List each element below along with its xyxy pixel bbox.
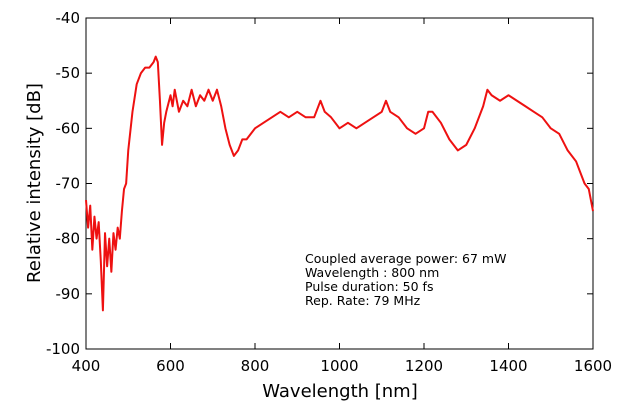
annotation: Pulse duration: 50 fs (305, 279, 433, 294)
y-tick-label: -60 (56, 119, 81, 137)
y-tick-label: -100 (46, 340, 80, 358)
y-tick-label: -50 (56, 64, 81, 82)
y-tick-label: -90 (56, 285, 81, 303)
x-tick-label: 400 (72, 357, 101, 375)
y-tick-label: -40 (56, 9, 81, 27)
x-tick-label: 1200 (405, 357, 443, 375)
annotation: Wavelength : 800 nm (305, 265, 439, 280)
x-tick-label: 800 (241, 357, 270, 375)
x-tick-label: 600 (156, 357, 185, 375)
y-tick-label: -70 (56, 175, 81, 193)
annotation: Rep. Rate: 79 MHz (305, 293, 421, 308)
x-tick-label: 1600 (574, 357, 612, 375)
x-tick-label: 1000 (320, 357, 358, 375)
y-tick-label: -80 (56, 230, 81, 248)
spectrum-line (85, 55, 594, 312)
annotation: Coupled average power: 67 mW (305, 251, 506, 266)
x-axis-label: Wavelength [nm] (262, 381, 418, 402)
y-axis-label: Relative intensity [dB] (24, 83, 45, 283)
x-tick-label: 1400 (489, 357, 527, 375)
